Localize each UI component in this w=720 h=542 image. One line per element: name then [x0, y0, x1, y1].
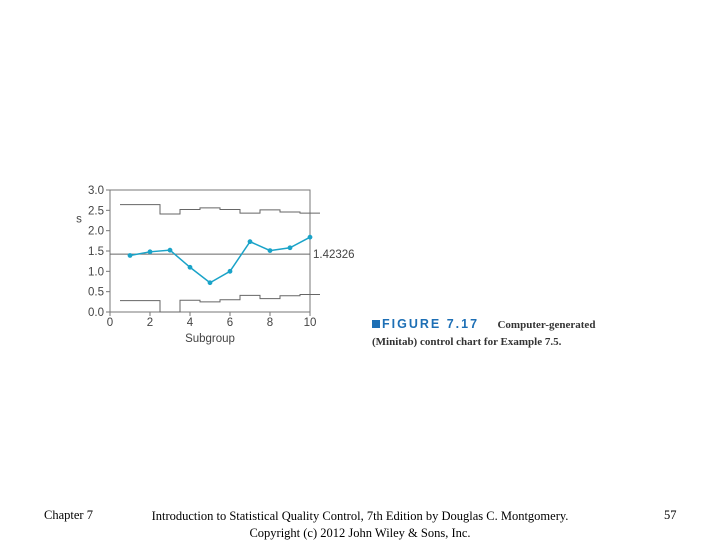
data-point	[187, 264, 193, 270]
control-limits	[110, 204, 320, 313]
y-tick-label: 3.0	[88, 185, 104, 197]
footer-citation-line-2: Copyright (c) 2012 John Wiley & Sons, In…	[249, 526, 471, 540]
footer-chapter: Chapter 7	[44, 508, 93, 522]
x-tick-label: 10	[304, 317, 317, 329]
chart-labels: 0.0 0.5 1.0 1.5 2.0 2.5 3.0 0 2 4 6 8 10 Subgroup s 1.4…	[76, 185, 354, 345]
data-point	[167, 247, 173, 253]
data-point	[227, 268, 233, 274]
footer-page-number: 57	[664, 508, 677, 522]
y-tick-label: 2.5	[88, 205, 104, 217]
x-tick-label: 2	[147, 317, 153, 329]
ucl-line	[120, 204, 320, 215]
data-point	[127, 253, 133, 258]
x-tick-label: 8	[267, 317, 273, 329]
footer-citation-line-1: Introduction to Statistical Quality Cont…	[151, 509, 569, 523]
x-tick-label: 4	[187, 317, 194, 329]
series-line	[129, 236, 311, 284]
data-point	[147, 249, 153, 255]
y-tick-label: 1.5	[88, 246, 104, 258]
y-tick-label: 0.0	[88, 307, 104, 319]
data-point	[287, 245, 293, 251]
center-line-label: 1.42326	[313, 249, 355, 261]
data-point	[267, 248, 273, 253]
lcl-line	[120, 294, 320, 313]
y-tick-label: 0.5	[88, 287, 104, 299]
data-point	[247, 239, 253, 245]
caption-line-2: (Minitab) control chart for Example 7.5.	[372, 336, 562, 348]
figure-caption: FIGURE 7.17 Computer-generated (Minitab)…	[372, 316, 632, 350]
data-series	[127, 234, 313, 286]
x-tick-label: 6	[227, 317, 233, 329]
chart-axes	[106, 189, 311, 316]
y-axis-label: s	[76, 214, 82, 226]
data-point	[307, 234, 313, 240]
y-tick-label: 2.0	[88, 226, 104, 238]
x-tick-label: 0	[107, 317, 113, 329]
s-control-chart: 0.0 0.5 1.0 1.5 2.0 2.5 3.0 0 2 4 6 8 10 Subgroup s 1.4…	[76, 185, 354, 345]
data-point	[207, 280, 213, 286]
caption-square-icon	[372, 320, 380, 328]
figure-label: FIGURE 7.17	[382, 317, 480, 331]
y-tick-label: 1.0	[88, 266, 104, 278]
caption-line-1: Computer-generated	[497, 319, 596, 331]
x-axis-label: Subgroup	[185, 333, 235, 345]
footer-citation: Introduction to Statistical Quality Cont…	[150, 508, 570, 542]
